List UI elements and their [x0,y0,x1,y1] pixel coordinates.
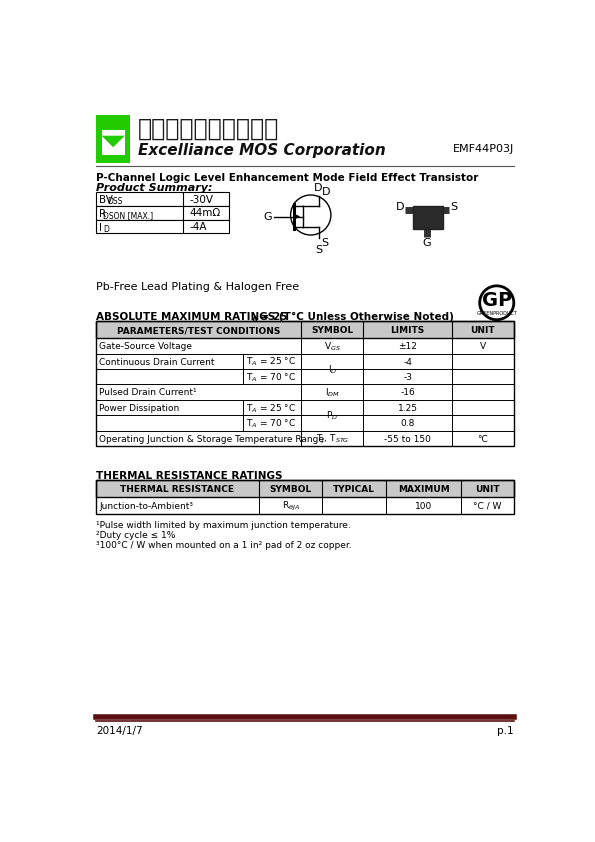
Text: Junction-to-Ambient³: Junction-to-Ambient³ [99,502,193,510]
Text: A: A [252,316,258,325]
Text: 100: 100 [415,502,432,510]
Text: 杰力科技股份有限公司: 杰力科技股份有限公司 [138,116,279,141]
Text: I$_{DM}$: I$_{DM}$ [325,386,340,399]
Bar [96,192,230,205]
Text: G: G [422,237,431,248]
Text: T$_A$ = 25 °C: T$_A$ = 25 °C [246,356,296,368]
Text: MAXIMUM: MAXIMUM [397,485,449,493]
Text: EMF44P03J: EMF44P03J [453,144,514,154]
Text: Product Summary:: Product Summary: [96,183,212,193]
Text: GP: GP [481,291,512,310]
Text: D: D [314,183,322,193]
Bar [96,115,130,163]
Text: P-Channel Logic Level Enhancement Mode Field Effect Transistor: P-Channel Logic Level Enhancement Mode F… [96,173,478,183]
Text: °C: °C [477,434,488,444]
Text: D: D [104,225,109,234]
Text: T$_A$ = 25 °C: T$_A$ = 25 °C [246,402,296,414]
Bar [96,205,230,220]
Text: TYPICAL: TYPICAL [333,485,375,493]
Text: LIMITS: LIMITS [390,326,425,335]
Text: -4A: -4A [189,222,206,232]
Text: G: G [264,211,273,221]
Text: S: S [315,245,322,254]
Text: P$_D$: P$_D$ [327,410,339,422]
Polygon shape [102,136,125,147]
Text: Operating Junction & Storage Temperature Range: Operating Junction & Storage Temperature… [99,434,324,444]
Text: THERMAL RESISTANCE RATINGS: THERMAL RESISTANCE RATINGS [96,471,283,481]
Bar [96,322,514,446]
Text: T$_J$, T$_{STG}$: T$_J$, T$_{STG}$ [316,433,349,445]
Text: ABSOLUTE MAXIMUM RATINGS (T: ABSOLUTE MAXIMUM RATINGS (T [96,312,291,322]
Text: PARAMETERS/TEST CONDITIONS: PARAMETERS/TEST CONDITIONS [117,326,280,335]
Text: R$_{θJA}$: R$_{θJA}$ [281,499,300,513]
Text: V$_{GS}$: V$_{GS}$ [324,340,341,353]
Bar [102,131,125,157]
Text: Excelliance MOS Corporation: Excelliance MOS Corporation [138,142,386,157]
Text: DSON [MAX.]: DSON [MAX.] [104,210,154,220]
Text: T$_A$ = 70 °C: T$_A$ = 70 °C [246,371,296,384]
Bar [96,220,230,233]
Text: D: D [396,202,404,212]
Text: THERMAL RESISTANCE: THERMAL RESISTANCE [120,485,234,493]
Text: DSS: DSS [108,197,123,206]
Text: Power Dissipation: Power Dissipation [99,404,180,413]
Text: I$_D$: I$_D$ [328,364,337,376]
Text: S: S [450,202,458,212]
Text: -30V: -30V [189,195,213,205]
Bar [96,155,130,163]
Text: 0.8: 0.8 [400,419,415,429]
Text: Gate-Source Voltage: Gate-Source Voltage [99,342,192,351]
Text: -4: -4 [403,358,412,366]
Text: ³100°C / W when mounted on a 1 in² pad of 2 oz copper.: ³100°C / W when mounted on a 1 in² pad o… [96,541,352,551]
Text: SYMBOL: SYMBOL [311,326,353,335]
Text: GREENPRODUCT: GREENPRODUCT [477,311,517,316]
Text: R: R [99,209,107,219]
Text: 2014/1/7: 2014/1/7 [96,727,143,736]
Bar [413,205,443,229]
Bar [96,322,514,338]
Text: -3: -3 [403,373,412,382]
Text: = 25 °C Unless Otherwise Noted): = 25 °C Unless Otherwise Noted) [257,312,454,322]
Text: D: D [322,187,330,197]
Text: UNIT: UNIT [471,326,495,335]
Text: Continuous Drain Current: Continuous Drain Current [99,358,215,366]
Bar [96,480,514,497]
Bar [96,480,514,497]
Text: UNIT: UNIT [475,485,500,493]
Text: p.1: p.1 [497,727,514,736]
Text: V: V [480,342,486,351]
Text: ²Duty cycle ≤ 1%: ²Duty cycle ≤ 1% [96,531,176,541]
Text: SYMBOL: SYMBOL [270,485,312,493]
Text: Pulsed Drain Current¹: Pulsed Drain Current¹ [99,388,197,397]
Text: S: S [322,237,328,248]
Text: -16: -16 [400,388,415,397]
Text: 1.25: 1.25 [397,404,418,413]
Text: Pb-Free Lead Plating & Halogen Free: Pb-Free Lead Plating & Halogen Free [96,282,299,292]
Bar [96,322,514,338]
Text: °C / W: °C / W [473,502,502,510]
Text: T$_A$ = 70 °C: T$_A$ = 70 °C [246,418,296,430]
Text: 44mΩ: 44mΩ [189,209,220,218]
Text: ¹Pulse width limited by maximum junction temperature.: ¹Pulse width limited by maximum junction… [96,521,351,530]
Text: I: I [99,222,102,232]
Text: ±12: ±12 [398,342,417,351]
Text: BV: BV [99,195,113,205]
Bar [96,480,514,514]
Text: -55 to 150: -55 to 150 [384,434,431,444]
